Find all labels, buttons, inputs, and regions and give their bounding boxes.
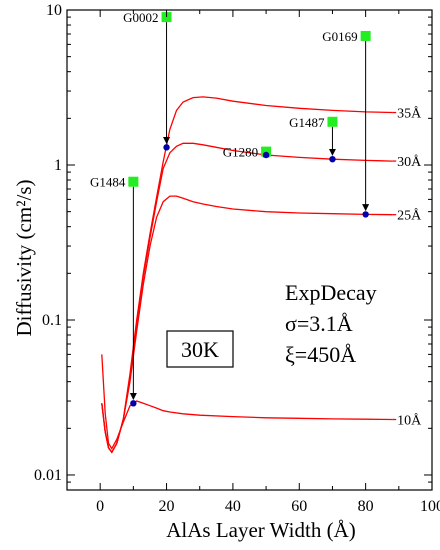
x-tick-label: 40 [225,498,241,515]
x-tick-label: 60 [291,498,307,515]
measured-point-G1487 [327,116,338,127]
temperature-box-frame [166,330,234,368]
model-name: ExpDecay [285,280,377,305]
measured-point-G1280 [261,146,272,157]
calculated-point-G1484 [130,400,137,407]
series-label: 35Å [397,106,422,122]
sample-label-G1487: G1487 [289,115,325,130]
series-label: 30Å [397,154,422,170]
y-axis-title: Diffusivity (cm²/s) [12,180,36,337]
temperature-box: 30K [166,330,234,368]
x-axis-title: AlAs Layer Width (Å) [166,518,355,542]
measured-point-G0002 [161,12,172,23]
plot-frame [66,9,433,491]
series-label: 25Å [397,208,422,224]
calculated-point-G1487 [329,155,336,163]
plot-area: 35Å 30Å 25Å 10Å G0002 G1484 G1280 G1487 G0169 [90,10,422,454]
measured-point-G0169 [360,30,371,41]
y-tick-label: 10 [46,2,62,19]
model-sigma: σ=3.1Å [285,311,353,336]
sample-label-G1280: G1280 [223,145,258,160]
y-tick-label: 0.01 [34,467,62,484]
x-tick-label: 20 [159,498,175,515]
measured-point-G1484 [128,176,139,187]
calculated-point-G0169 [362,211,369,218]
series-label: 10Å [397,413,422,429]
y-tick-label: 0.1 [42,312,62,329]
axes: 0 20 40 60 80 100 0.01 0.1 1 10 [34,2,440,515]
y-tick-label: 1 [54,157,62,174]
sample-label-G0169: G0169 [322,29,357,44]
calculated-point-G0002 [163,144,170,151]
x-tick-label: 0 [96,498,104,515]
x-tick-label: 100 [420,498,440,515]
sample-label-G0002: G0002 [123,10,158,25]
sample-label-G1484: G1484 [90,175,126,190]
model-parameters: ExpDecay σ=3.1Å ξ=450Å [285,280,377,367]
x-tick-label: 80 [358,498,374,515]
series-line-10 [101,354,393,450]
calculated-point-G1280 [262,151,270,159]
model-xi: ξ=450Å [285,342,356,367]
temperature-label: 30K [181,337,219,362]
series-line-25 [101,195,393,454]
